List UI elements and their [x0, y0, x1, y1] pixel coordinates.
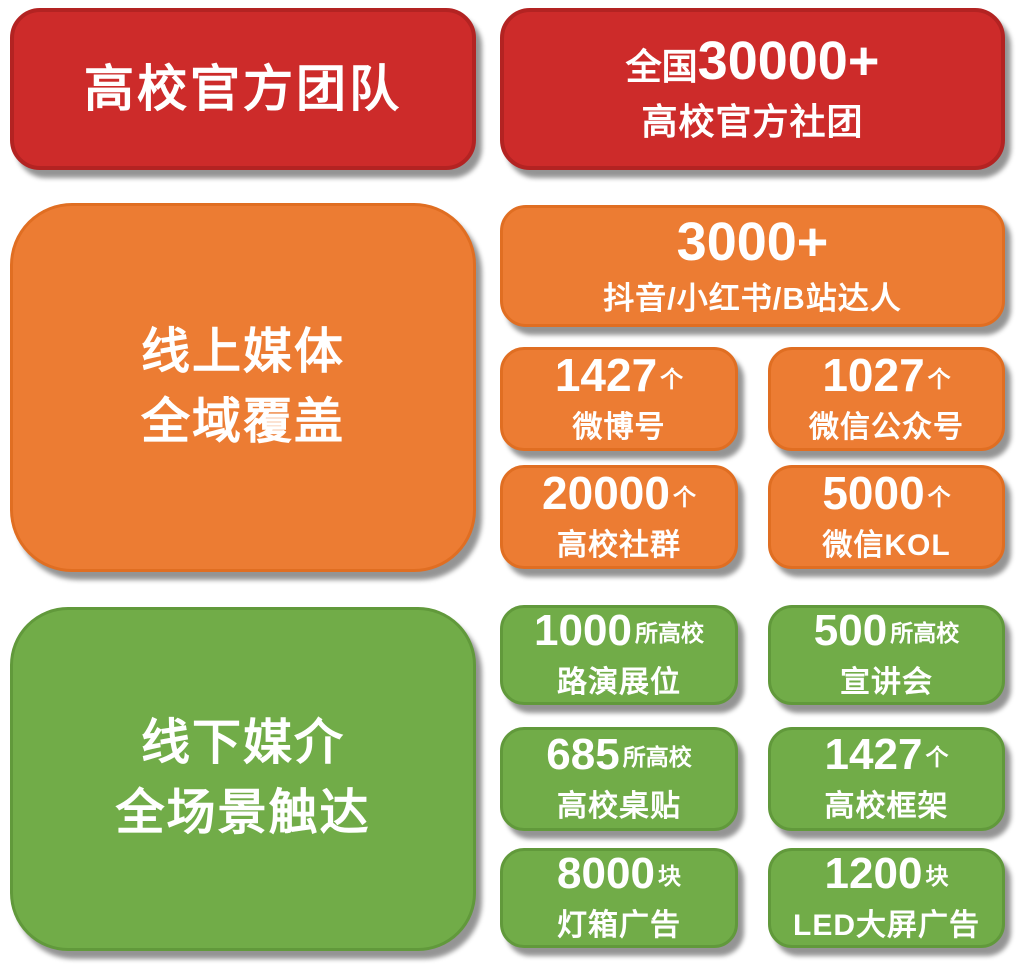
- led-number-line: 1200 块: [825, 852, 949, 896]
- info-sessions-unit: 所高校: [890, 620, 960, 646]
- lightbox-unit: 块: [657, 863, 681, 889]
- section-header-online-media: 线上媒体 全域覆盖: [10, 203, 476, 572]
- frames-unit: 个: [925, 744, 949, 770]
- lightbox-number: 8000: [557, 849, 655, 898]
- weibo-label: 微博号: [572, 411, 666, 444]
- online-media-line1: 线上媒体: [140, 324, 345, 379]
- stat-box-lightbox-ads: 8000 块 灯箱广告: [500, 848, 738, 948]
- national-clubs-label: 高校官方社团: [641, 101, 864, 143]
- desk-stickers-number-line: 685 所高校: [546, 733, 691, 777]
- desk-stickers-label: 高校桌贴: [557, 790, 681, 823]
- stat-box-roadshow-booths: 1000 所高校 路演展位: [500, 605, 738, 705]
- section-header-offline-media: 线下媒介 全场景触达: [10, 607, 476, 951]
- desk-stickers-number: 685: [546, 730, 620, 779]
- weibo-unit: 个: [660, 366, 684, 392]
- roadshow-number: 1000: [534, 606, 632, 655]
- lightbox-label: 灯箱广告: [557, 909, 681, 942]
- communities-number: 20000: [542, 467, 670, 519]
- frames-label: 高校框架: [824, 790, 949, 823]
- stat-box-campus-communities: 20000 个 高校社群: [500, 465, 738, 569]
- led-unit: 块: [925, 863, 949, 889]
- roadshow-number-line: 1000 所高校: [534, 609, 704, 653]
- info-sessions-number: 500: [813, 606, 888, 655]
- stat-box-douyin-xiaohongshu-bilibili: 3000+ 抖音/小红书/B站达人: [500, 205, 1005, 327]
- weibo-number: 1427: [554, 349, 658, 401]
- stat-box-wechat-kol: 5000 个 微信KOL: [768, 465, 1005, 569]
- kol-label: 微信KOL: [822, 529, 951, 562]
- stat-box-info-sessions: 500 所高校 宣讲会: [768, 605, 1005, 705]
- stat-box-wechat-official-accounts: 1027 个 微信公众号: [768, 347, 1005, 451]
- wechat-oa-number-line: 1027 个: [822, 352, 950, 398]
- frames-number-line: 1427 个: [825, 733, 949, 777]
- frames-number: 1427: [824, 730, 923, 779]
- kol-number-line: 5000 个: [822, 470, 950, 516]
- online-media-line2: 全域覆盖: [140, 394, 345, 449]
- communities-number-line: 20000 个: [542, 470, 696, 516]
- national-clubs-number-line: 全国 30000+: [625, 30, 880, 91]
- offline-media-line2: 全场景触达: [115, 786, 371, 840]
- stat-box-national-clubs: 全国 30000+ 高校官方社团: [500, 8, 1005, 170]
- info-sessions-label: 宣讲会: [840, 666, 933, 699]
- roadshow-unit: 所高校: [634, 620, 704, 646]
- led-number: 1200: [824, 849, 923, 898]
- stat-box-weibo-accounts: 1427 个 微博号: [500, 347, 738, 451]
- kol-unit: 个: [927, 484, 951, 510]
- roadshow-label: 路演展位: [557, 666, 681, 699]
- kol-number: 5000: [822, 467, 925, 519]
- info-sessions-number-line: 500 所高校: [814, 609, 959, 653]
- wechat-oa-label: 微信公众号: [809, 411, 964, 444]
- led-label: LED大屏广告: [793, 909, 980, 942]
- weibo-number-line: 1427 个: [555, 352, 683, 398]
- header-box-official-team: 高校官方团队: [10, 8, 476, 170]
- official-team-title: 高校官方团队: [84, 61, 402, 117]
- desk-stickers-unit: 所高校: [622, 744, 692, 770]
- creators-label: 抖音/小红书/B站达人: [603, 281, 902, 317]
- wechat-oa-number: 1027: [822, 349, 925, 401]
- lightbox-number-line: 8000 块: [557, 852, 681, 896]
- communities-unit: 个: [672, 484, 696, 510]
- national-clubs-number: 30000+: [697, 30, 880, 91]
- offline-media-line1: 线下媒介: [140, 716, 345, 771]
- wechat-oa-unit: 个: [927, 366, 951, 392]
- stat-box-campus-frames: 1427 个 高校框架: [768, 727, 1005, 831]
- creators-number: 3000+: [676, 211, 829, 272]
- national-clubs-prefix: 全国: [625, 45, 698, 87]
- communities-label: 高校社群: [557, 529, 681, 562]
- stat-box-desk-stickers: 685 所高校 高校桌贴: [500, 727, 738, 831]
- stat-box-led-screen-ads: 1200 块 LED大屏广告: [768, 848, 1005, 948]
